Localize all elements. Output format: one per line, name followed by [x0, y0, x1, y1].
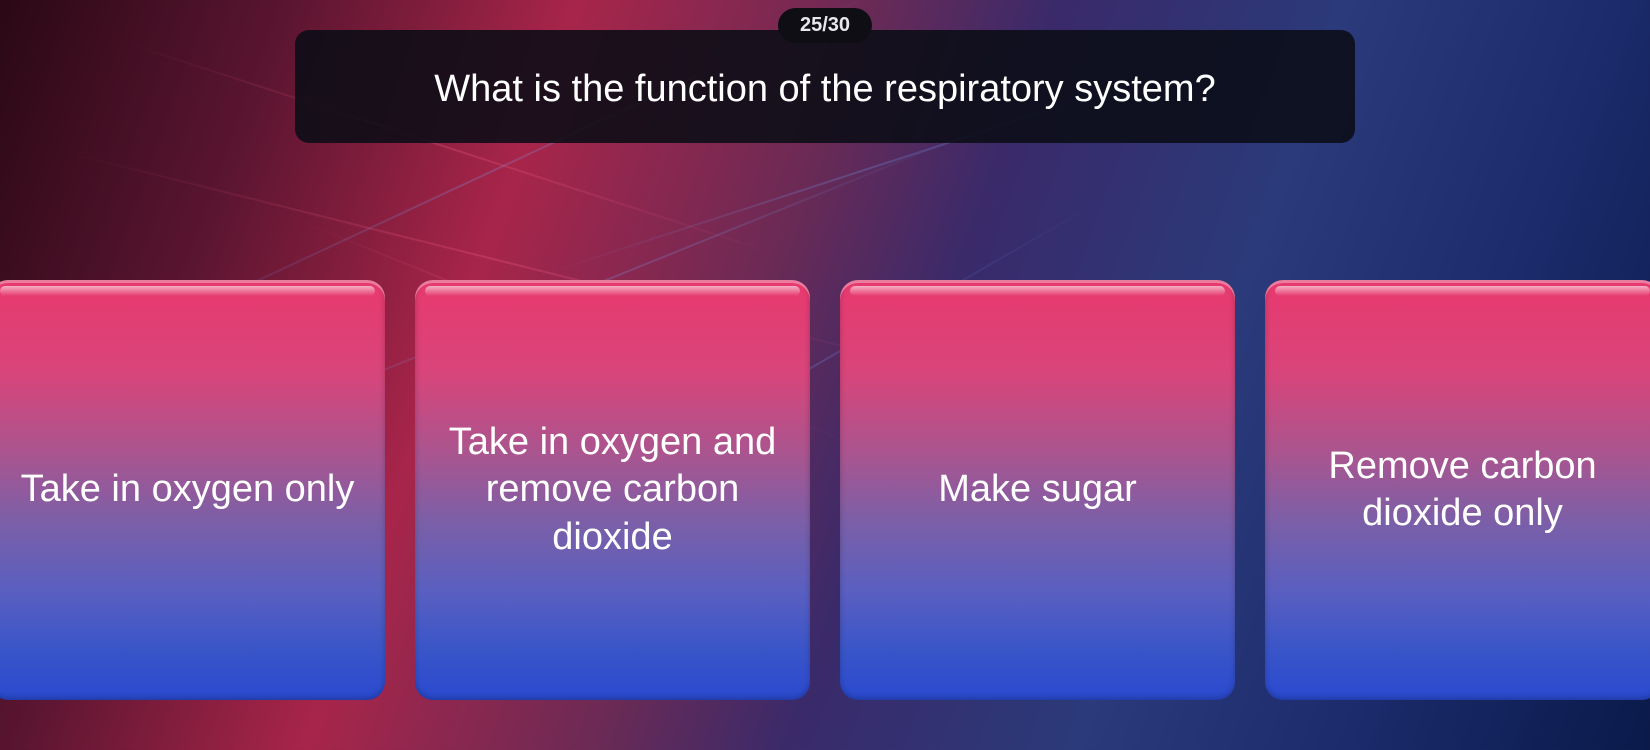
progress-counter-text: 25/30: [800, 14, 850, 36]
answer-option-label: Remove carbon dioxide only: [1295, 443, 1630, 538]
answer-option-label: Make sugar: [938, 466, 1137, 514]
answer-option-label: Take in oxygen and remove carbon dioxide: [445, 419, 780, 562]
answer-option-3[interactable]: Make sugar: [840, 280, 1235, 700]
answers-row: Take in oxygen only Take in oxygen and r…: [0, 280, 1650, 700]
progress-counter: 25/30: [778, 8, 872, 43]
question-text: What is the function of the respiratory …: [434, 68, 1215, 110]
answer-option-4[interactable]: Remove carbon dioxide only: [1265, 280, 1650, 700]
question-box: What is the function of the respiratory …: [295, 30, 1355, 143]
answer-option-2[interactable]: Take in oxygen and remove carbon dioxide: [415, 280, 810, 700]
answer-option-label: Take in oxygen only: [21, 466, 355, 514]
answer-option-1[interactable]: Take in oxygen only: [0, 280, 385, 700]
